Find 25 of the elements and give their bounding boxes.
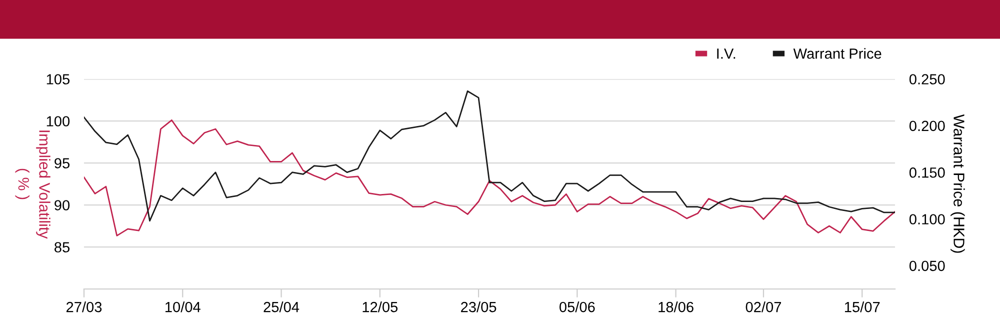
x-tick-label: 05/06 [560, 302, 595, 312]
line-series [84, 119, 895, 236]
y-tick-label: 105 [46, 74, 70, 84]
y-axis-title: Implied Volatility ( % ) [15, 130, 50, 239]
y-tick-label: 85 [54, 242, 70, 252]
y2-tick-label: 0.250 [909, 74, 945, 84]
y2-tick-label: 0.050 [909, 260, 945, 272]
legend-label: I.V. [717, 48, 736, 59]
x-tick-label: 02/07 [746, 302, 782, 312]
legend-label: Warrant Price [793, 48, 882, 59]
y2-tick-label: 0.150 [909, 167, 945, 178]
x-tick-label: 10/04 [166, 302, 200, 312]
x-tick-label: 23/05 [461, 302, 496, 312]
x-tick-label: 12/05 [362, 302, 398, 312]
y2-tick-label: 0.100 [909, 214, 945, 224]
x-tick-label: 25/04 [264, 302, 300, 312]
x-tick-label: 18/06 [658, 302, 694, 312]
y2-axis-title: Warrant Price (HKD) [950, 114, 965, 253]
y-tick-label: 100 [46, 116, 70, 126]
x-tick-label: 27/03 [66, 302, 102, 312]
y-tick-label: 90 [54, 200, 70, 210]
x-tick-label: 15/07 [844, 302, 880, 312]
y2-tick-label: 0.200 [909, 120, 945, 132]
y-tick-label: 95 [54, 158, 70, 168]
line-series [84, 90, 895, 222]
